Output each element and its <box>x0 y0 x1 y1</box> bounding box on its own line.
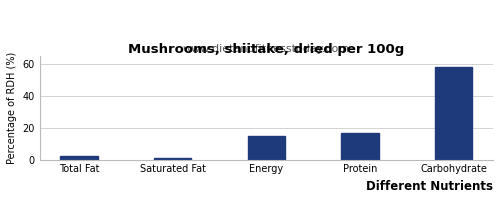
Bar <box>435 67 472 160</box>
Bar <box>60 156 98 160</box>
Y-axis label: Percentage of RDH (%): Percentage of RDH (%) <box>7 52 17 164</box>
Title: Mushrooms, shiitake, dried per 100g: Mushrooms, shiitake, dried per 100g <box>128 43 404 56</box>
Bar <box>342 133 379 160</box>
Bar <box>248 136 285 160</box>
Text: www.dietandfitnesstoday.com: www.dietandfitnesstoday.com <box>183 44 350 54</box>
Bar <box>154 158 192 160</box>
X-axis label: Different Nutrients: Different Nutrients <box>366 180 493 193</box>
